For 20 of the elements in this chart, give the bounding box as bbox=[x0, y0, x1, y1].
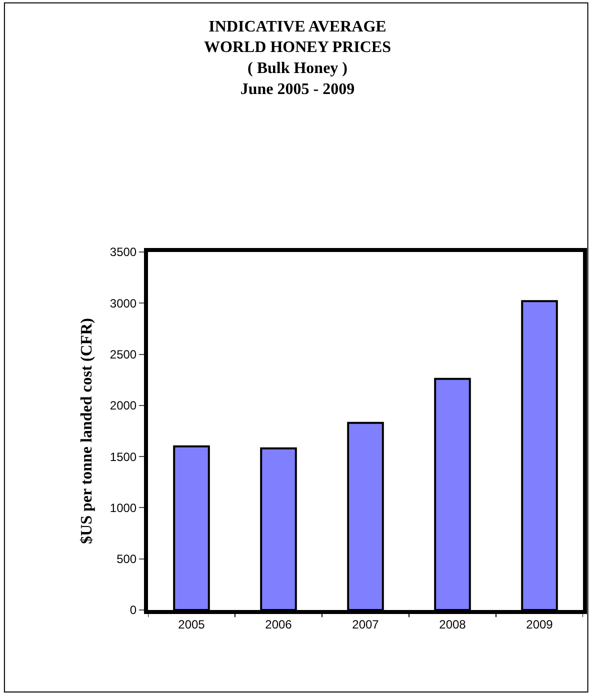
x-tick-label: 2006 bbox=[265, 617, 292, 632]
y-tick-label: 3000 bbox=[110, 296, 137, 310]
y-axis-title: $US per tonne landed cost (CFR) bbox=[78, 318, 96, 544]
y-tick-label: 3500 bbox=[110, 245, 137, 260]
y-tick-label: 0 bbox=[130, 603, 137, 618]
y-tick-label: 1000 bbox=[110, 500, 137, 515]
bar bbox=[521, 300, 558, 610]
bar bbox=[434, 378, 471, 610]
bar bbox=[173, 445, 210, 610]
x-tick-label: 2007 bbox=[352, 617, 380, 632]
x-tick-label: 2009 bbox=[526, 617, 554, 632]
y-tick-label: 2500 bbox=[110, 347, 137, 362]
bar bbox=[347, 422, 384, 610]
y-tick-label: 2000 bbox=[110, 398, 137, 413]
x-tick-label: 2005 bbox=[178, 617, 206, 632]
chart-title: INDICATIVE AVERAGE WORLD HONEY PRICES ( Bulk Honey ) June 2005 - 2009 bbox=[204, 18, 392, 98]
bar bbox=[260, 447, 297, 610]
x-tick-label: 2008 bbox=[439, 617, 466, 632]
y-tick-label: 500 bbox=[116, 552, 137, 566]
y-tick-label: 1500 bbox=[110, 450, 137, 464]
